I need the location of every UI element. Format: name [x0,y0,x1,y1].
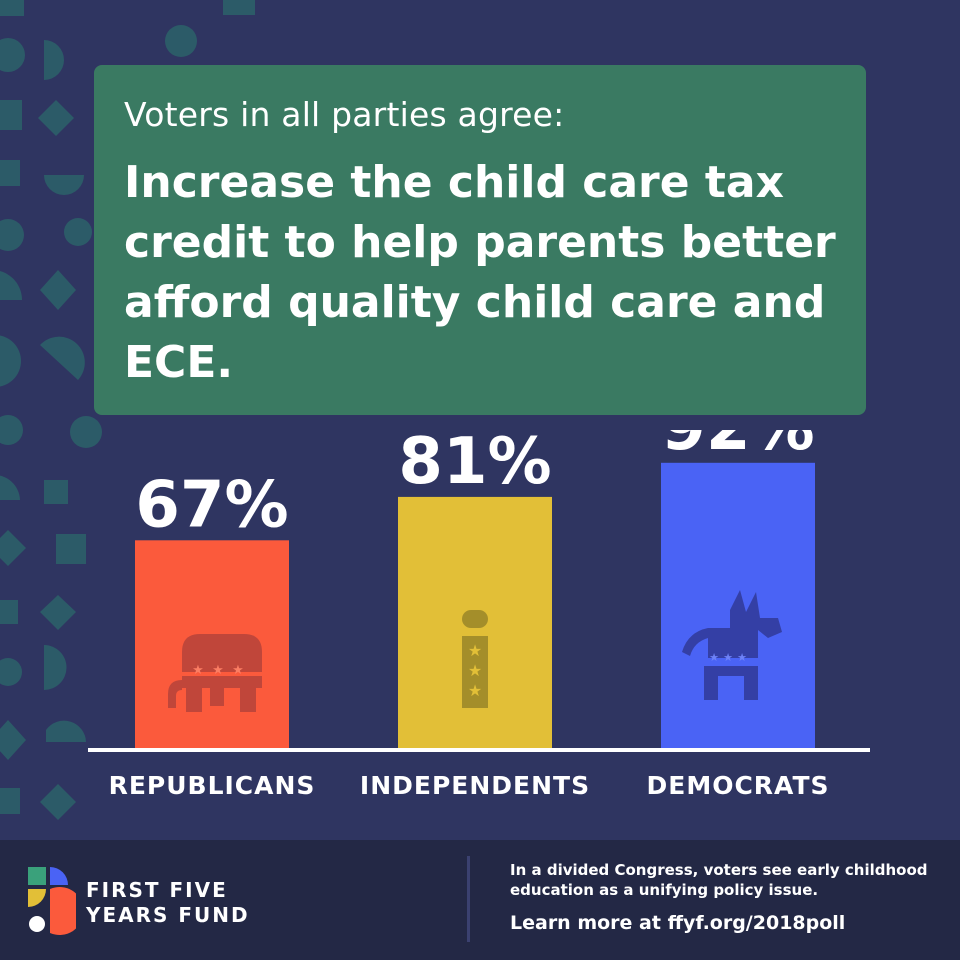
svg-text:★: ★ [737,651,747,664]
svg-text:★: ★ [232,663,244,678]
bar-chart: 67%★★★81%★★★92%★★★ REPUBLICANSINDEPENDEN… [88,430,870,800]
ffyf-logo-icon [28,867,76,935]
svg-text:★: ★ [192,663,204,678]
footer: FIRST FIVE YEARS FUND In a divided Congr… [0,840,960,960]
category-label-democrats: DEMOCRATS [646,771,829,800]
donkey-icon: ★ ★ ★ [682,590,782,700]
independent-i-icon: ★★★ [462,610,488,708]
footer-tagline: In a divided Congress, voters see early … [510,861,928,899]
footer-cta-link[interactable]: Learn more at ffyf.org/2018poll [510,912,846,934]
svg-text:★: ★ [468,641,482,660]
bar-group-democrats: 92% ★ ★ ★ [661,430,815,748]
svg-text:★: ★ [468,661,482,680]
value-label-independents: 81% [398,430,551,499]
svg-text:★: ★ [709,651,719,664]
category-label-independents: INDEPENDENTS [360,771,590,800]
decorative-shapes [0,0,102,820]
bar-group-independents: 81%★★★ [398,430,552,748]
brand-text: FIRST FIVE YEARS FUND [86,878,250,927]
bars-group: 67%★★★81%★★★92%★★★ [135,430,815,748]
svg-text:★: ★ [212,663,224,678]
svg-text:★: ★ [723,651,733,664]
bar-group-republicans: 67% ★ ★ ★ [135,468,289,748]
footer-divider [467,856,470,942]
value-label-democrats: 92% [661,430,814,465]
category-label-republicans: REPUBLICANS [109,771,316,800]
headline-subtitle: Voters in all parties agree: [124,95,565,134]
svg-text:★: ★ [468,681,482,700]
category-labels: REPUBLICANS INDEPENDENTS DEMOCRATS [109,771,829,800]
brand-name: FIRST FIVE YEARS FUND [86,878,256,928]
headline-title: Increase the child care tax credit to he… [124,157,836,388]
value-label-republicans: 67% [135,468,288,542]
top-decorative-shapes [165,0,255,57]
elephant-icon: ★ ★ ★ [168,634,262,712]
headline-box: Voters in all parties agree: Increase th… [94,65,866,415]
